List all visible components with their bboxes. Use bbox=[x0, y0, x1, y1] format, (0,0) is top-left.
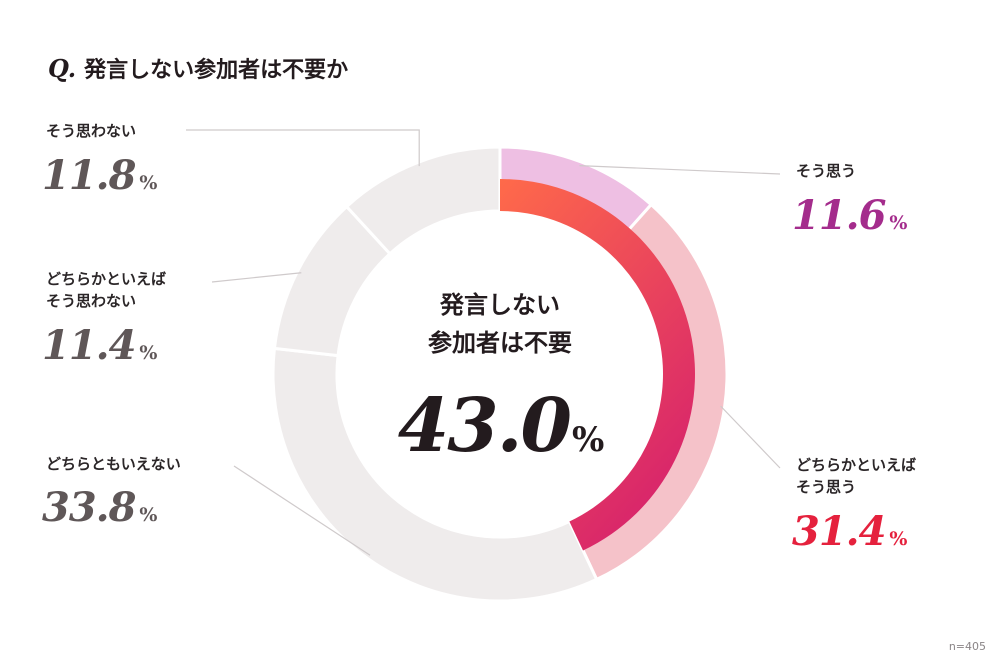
value-omowanai-unit: % bbox=[139, 172, 157, 194]
value-omowanai-number: 11.8 bbox=[42, 152, 136, 199]
center-title: 発言しない 参加者は不要 bbox=[428, 291, 572, 357]
sample-size-note: n=405 bbox=[948, 640, 986, 653]
value-omowanai: 11.8% bbox=[42, 152, 157, 205]
highlight-arc-segment bbox=[500, 179, 696, 551]
question-prefix: Q. bbox=[48, 54, 77, 83]
question-text: 発言しない参加者は不要か bbox=[84, 58, 349, 83]
center-value-unit: % bbox=[571, 420, 604, 460]
label-dochira-sou-omou: どちらかといえば そう思う bbox=[796, 456, 917, 496]
label-omowanai: そう思わない bbox=[46, 122, 137, 140]
value-dochira-tomo-unit: % bbox=[139, 504, 157, 526]
leader-line-dochira-tomo bbox=[233, 465, 371, 556]
question-heading: Q. 発言しない参加者は不要か bbox=[48, 52, 348, 84]
leader-lines bbox=[186, 129, 781, 556]
center-value: 43.0% bbox=[360, 384, 640, 482]
slice-omowanai bbox=[344, 145, 502, 256]
value-dochira-omowanai-unit: % bbox=[139, 342, 157, 364]
leader-line-dochira-omowanai bbox=[211, 272, 302, 283]
value-dochira-sou-omou-unit: % bbox=[889, 528, 907, 550]
value-sou-omou-unit: % bbox=[889, 212, 907, 234]
leader-line-omowanai bbox=[186, 129, 420, 167]
value-dochira-omowanai: 11.4% bbox=[42, 322, 157, 375]
value-dochira-omowanai-number: 11.4 bbox=[42, 322, 136, 369]
center-value-number: 43.0 bbox=[397, 383, 572, 469]
value-dochira-sou-omou: 31.4% bbox=[792, 508, 907, 561]
highlight-arc bbox=[500, 179, 696, 551]
value-dochira-tomo-number: 33.8 bbox=[42, 484, 136, 531]
leader-line-dochira-sou-omou bbox=[720, 405, 781, 469]
value-sou-omou: 11.6% bbox=[792, 192, 907, 245]
outer-ring bbox=[271, 145, 729, 603]
value-dochira-sou-omou-number: 31.4 bbox=[792, 508, 886, 555]
label-dochira-omowanai: どちらかといえば そう思わない bbox=[46, 270, 167, 310]
label-sou-omou: そう思う bbox=[796, 162, 857, 180]
slice-dochira-sou-omou bbox=[567, 202, 729, 582]
value-dochira-tomo: 33.8% bbox=[42, 484, 157, 537]
label-dochira-tomo: どちらともいえない bbox=[46, 455, 181, 473]
leader-line-sou-omou bbox=[579, 165, 781, 175]
value-sou-omou-number: 11.6 bbox=[792, 192, 886, 239]
slice-dochira-tomo bbox=[271, 346, 599, 603]
